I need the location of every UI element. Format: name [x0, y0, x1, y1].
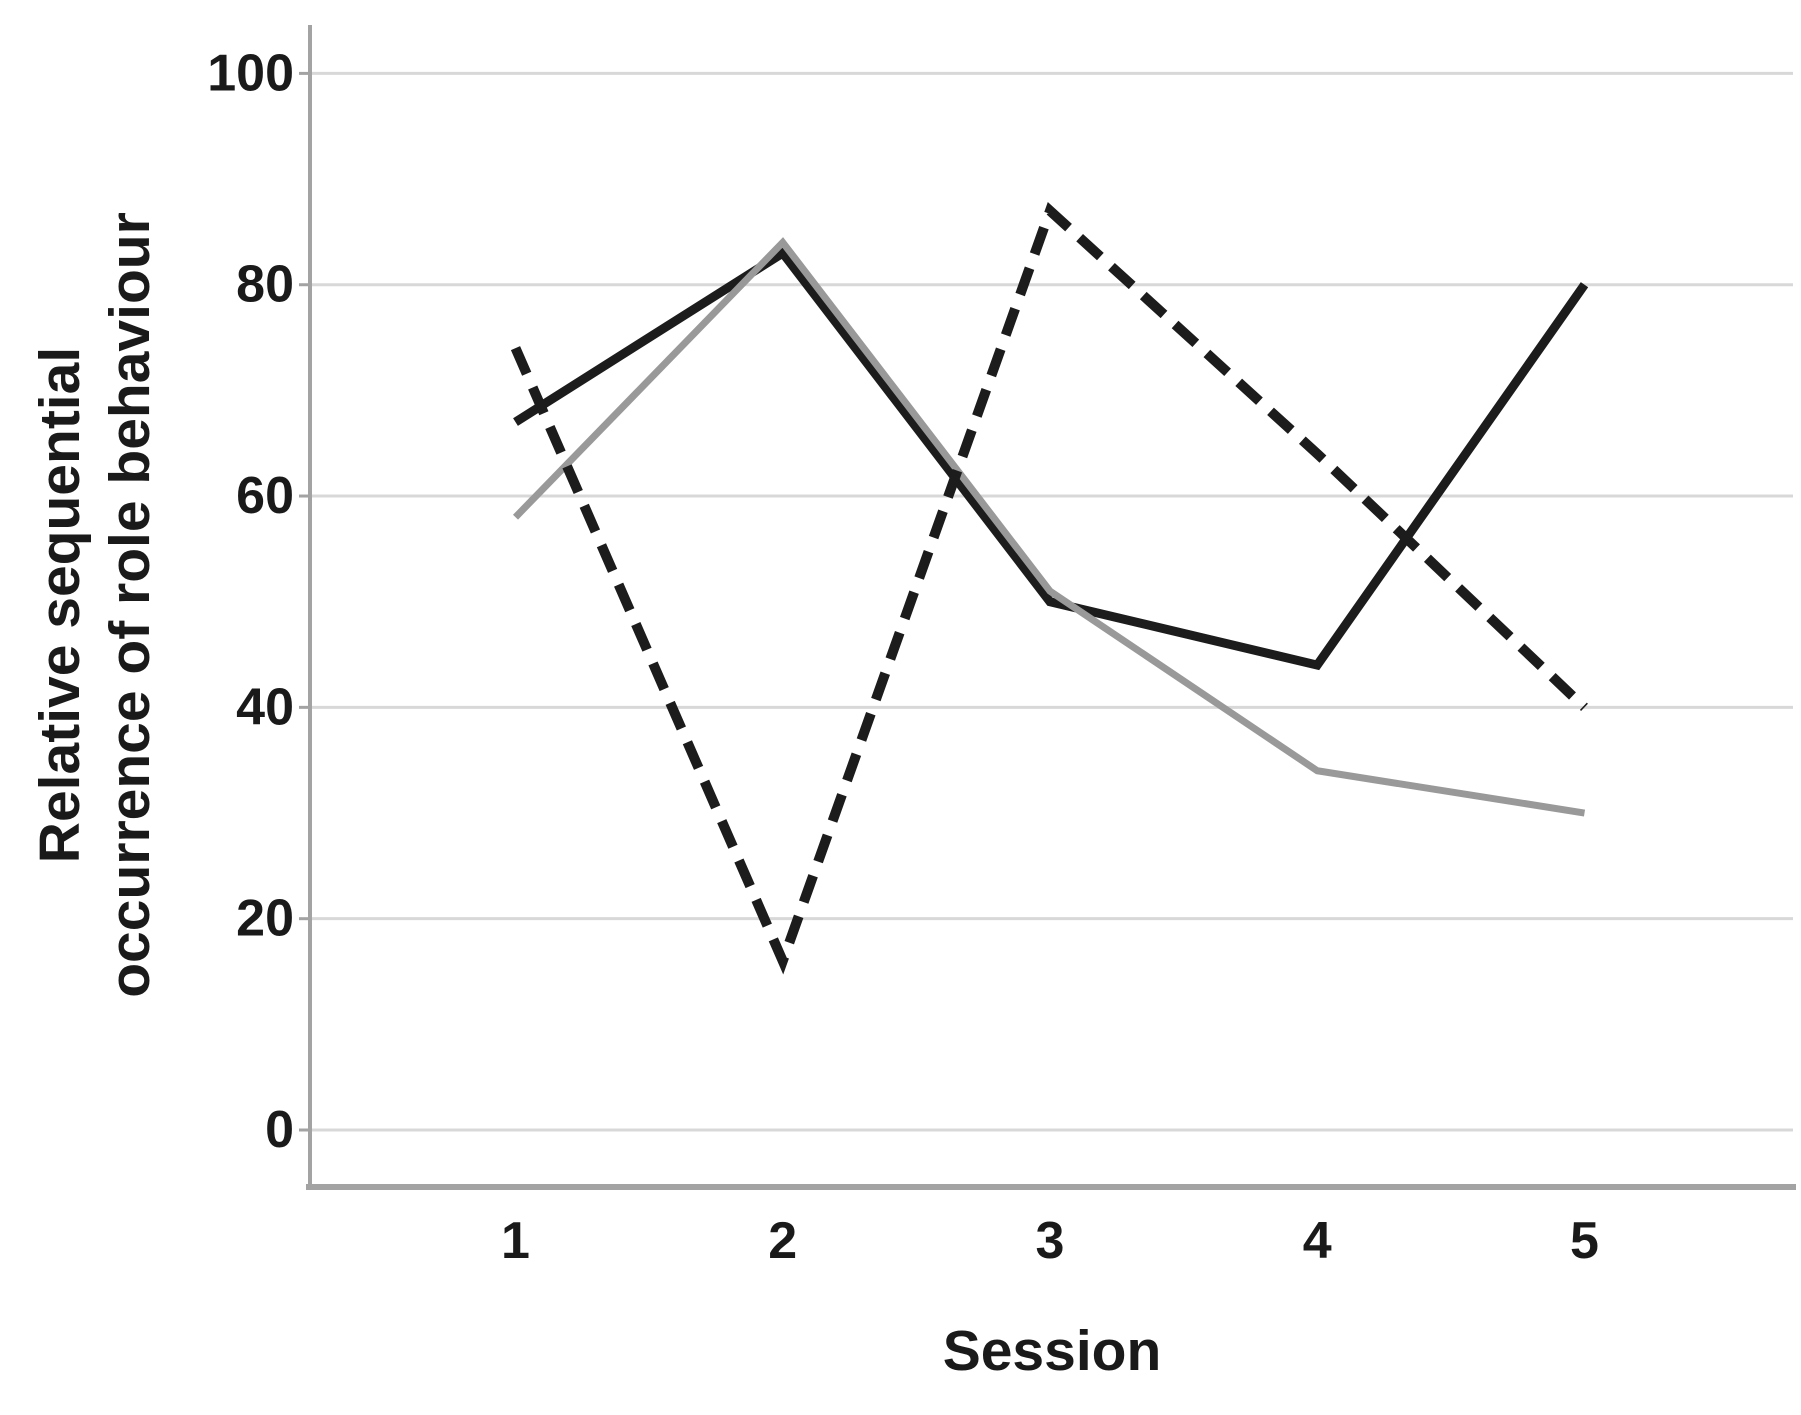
x-tick-label: 5 — [1570, 1212, 1599, 1270]
x-tick-label: 1 — [501, 1212, 530, 1270]
y-axis-title-line-1: Relative sequential — [28, 347, 92, 863]
series-lines — [510, 202, 1589, 975]
y-tick-labels: 0 20 40 60 80 100 — [207, 44, 294, 1159]
y-tick-label: 80 — [236, 256, 294, 314]
series-line-solid-gray-line — [512, 237, 1586, 817]
x-axis-title: Session — [943, 1319, 1162, 1383]
y-axis-title-line-2: occurrence of role behaviour — [98, 212, 162, 998]
y-tick-label: 40 — [236, 678, 294, 736]
x-tick-label: 2 — [768, 1212, 797, 1270]
series-line-dashed-black-line — [510, 202, 1588, 975]
y-tick-label: 60 — [236, 467, 294, 525]
series-line-solid-black-line — [513, 247, 1589, 671]
y-tick-label: 100 — [207, 44, 294, 102]
x-tick-label: 4 — [1303, 1212, 1332, 1270]
x-tick-label: 3 — [1036, 1212, 1065, 1270]
x-tick-labels: 1 2 3 4 5 — [501, 1212, 1599, 1270]
y-gridlines — [311, 71, 1793, 1132]
y-tick-label: 0 — [265, 1101, 294, 1159]
y-tick-label: 20 — [236, 890, 294, 948]
